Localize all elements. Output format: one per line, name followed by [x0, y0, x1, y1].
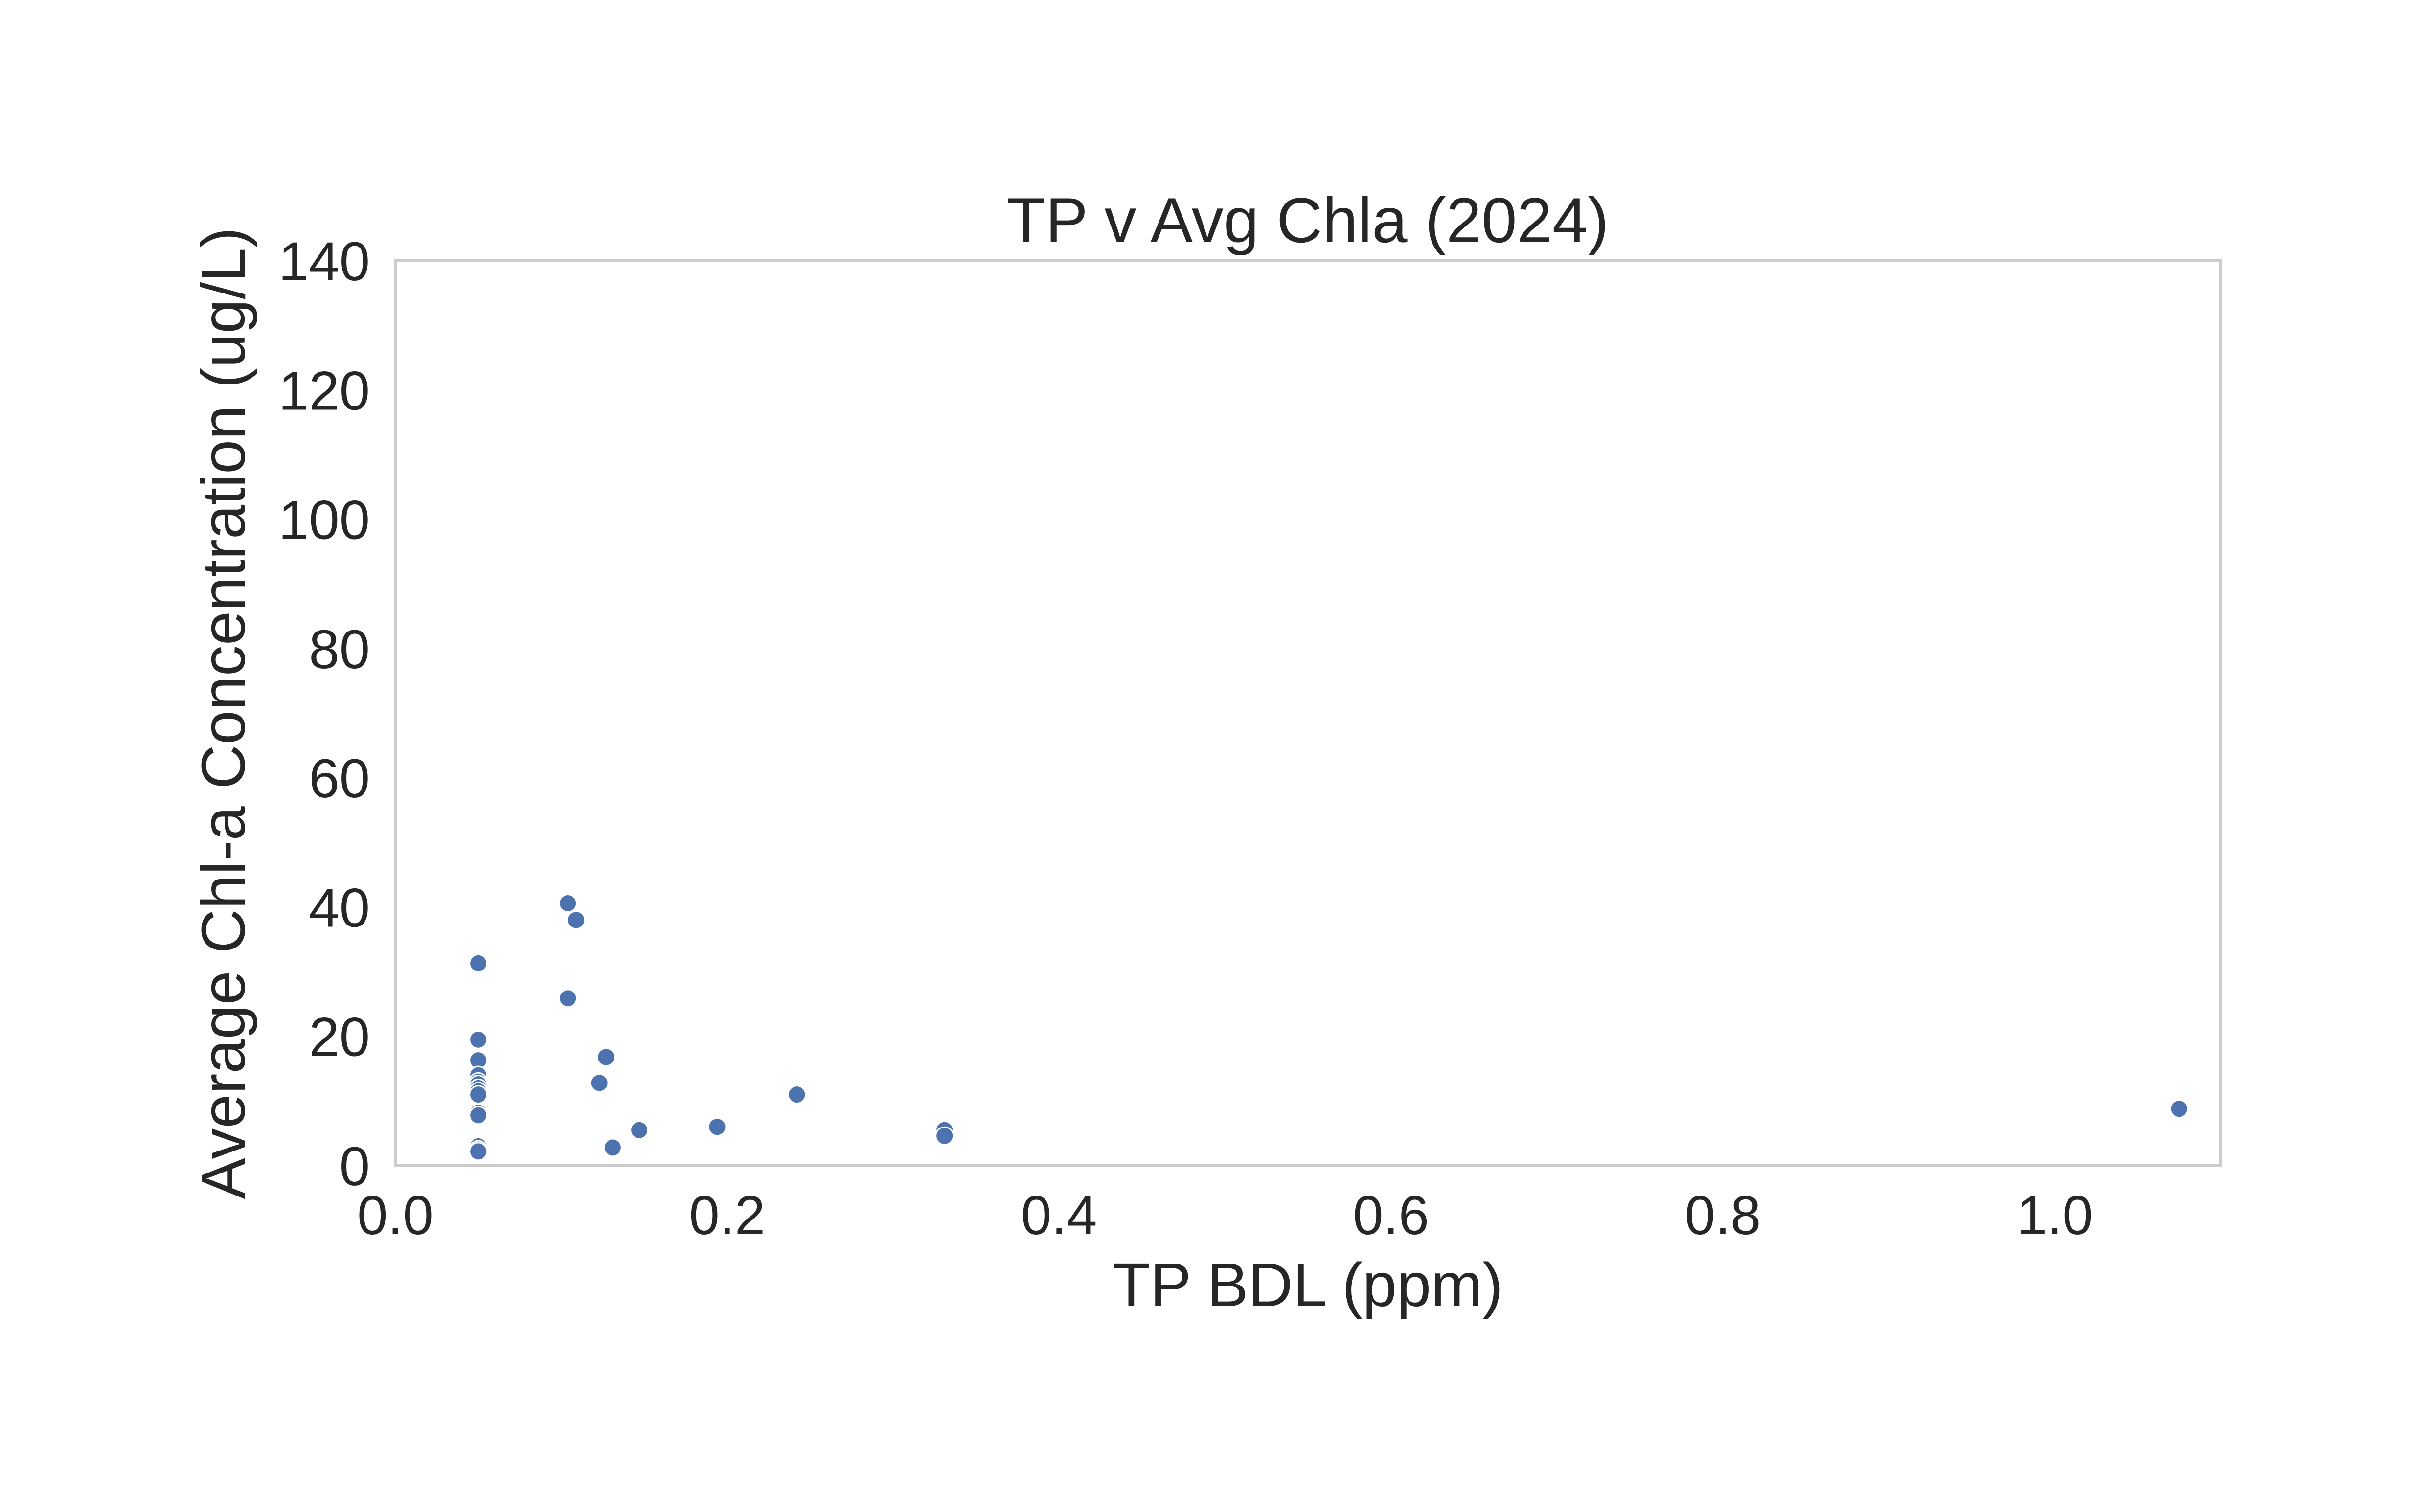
x-axis-ticks: 0.0 0.2 0.4 0.6 0.8 1.0: [357, 1185, 2093, 1246]
data-point: [596, 1047, 616, 1067]
data-point: [590, 1073, 609, 1093]
data-point: [707, 1117, 727, 1137]
data-point: [935, 1126, 955, 1146]
y-tick-label: 60: [309, 748, 370, 809]
data-point: [567, 910, 586, 930]
y-tick-label: 120: [278, 360, 370, 421]
data-point: [787, 1085, 807, 1105]
x-tick-label: 0.4: [1021, 1185, 1097, 1246]
plot-area-frame: [394, 259, 2222, 1167]
data-point: [469, 1106, 488, 1125]
y-axis-ticks: 0 20 40 60 80 100 120 140: [278, 231, 370, 1197]
data-point: [630, 1120, 649, 1140]
x-tick-label: 1.0: [2017, 1185, 2093, 1246]
x-axis-label: TP BDL (ppm): [1113, 1250, 1503, 1319]
data-point: [469, 1085, 488, 1105]
y-tick-label: 80: [309, 619, 370, 680]
data-point: [469, 1030, 488, 1049]
chart-title: TP v Avg Chla (2024): [1007, 184, 1609, 256]
y-axis-label: Average Chl-a Concentration (ug/L): [189, 227, 258, 1199]
x-tick-label: 0.2: [689, 1185, 766, 1246]
y-tick-label: 100: [278, 490, 370, 551]
x-tick-label: 0.8: [1685, 1185, 1761, 1246]
data-point: [2169, 1099, 2189, 1119]
data-point: [603, 1138, 622, 1157]
data-points: [469, 894, 2189, 1161]
data-point: [558, 894, 578, 913]
x-tick-label: 0.0: [357, 1185, 433, 1246]
y-tick-label: 140: [278, 231, 370, 292]
y-tick-label: 40: [309, 877, 370, 938]
data-point: [558, 989, 578, 1008]
y-tick-label: 0: [340, 1136, 370, 1197]
x-tick-label: 0.6: [1353, 1185, 1429, 1246]
y-tick-label: 20: [309, 1007, 370, 1068]
data-point: [469, 1142, 488, 1161]
data-point: [469, 953, 488, 973]
